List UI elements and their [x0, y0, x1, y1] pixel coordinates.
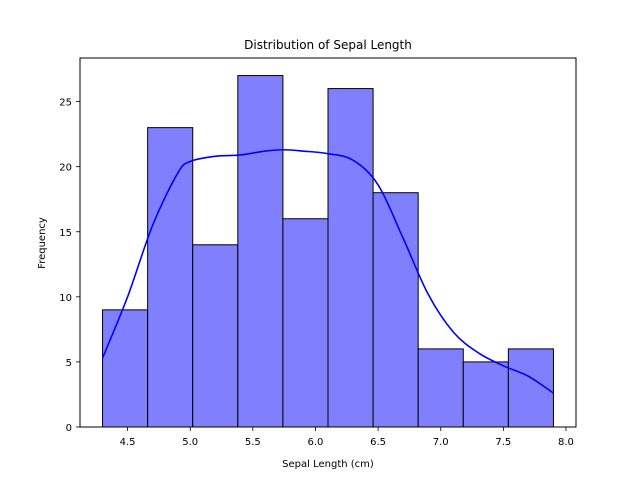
histogram-bar-4	[237, 75, 284, 428]
x-tick-label: 4.5	[120, 437, 136, 448]
chart-title: Distribution of Sepal Length	[244, 38, 412, 52]
bars-group	[102, 75, 554, 428]
x-tick-label: 8.0	[558, 437, 574, 448]
x-tick-label: 7.0	[433, 437, 449, 448]
histogram-bar-2	[147, 127, 194, 428]
y-tick-label: 5	[66, 358, 72, 369]
histogram-bar-8	[417, 348, 464, 428]
y-tick-label: 15	[59, 228, 72, 239]
x-tick-label: 7.5	[495, 437, 511, 448]
histogram-bar-1	[102, 309, 149, 428]
y-tick-label: 10	[59, 293, 72, 304]
y-axis-ticks: 0 5 10 15 20 25	[59, 98, 80, 434]
x-tick-label: 5.5	[245, 437, 261, 448]
y-tick-label: 25	[59, 98, 72, 109]
x-tick-label: 5.0	[182, 437, 198, 448]
y-tick-label: 0	[66, 423, 72, 434]
axes-frame	[79, 57, 577, 428]
x-tick-label: 6.5	[370, 437, 386, 448]
x-axis-ticks: 4.5 5.0 5.5 6.0 6.5 7.0 7.5 8.0	[120, 427, 574, 448]
kde-curve	[101, 148, 554, 394]
histogram-bar-6	[327, 88, 374, 428]
x-axis-label: Sepal Length (cm)	[282, 459, 374, 470]
histogram-bar-5	[282, 218, 329, 428]
histogram-bar-3	[192, 244, 239, 428]
y-axis-label: Frequency	[37, 217, 48, 269]
histogram-bar-7	[372, 192, 419, 428]
y-tick-label: 20	[59, 163, 72, 174]
histogram-bar-9	[462, 361, 509, 428]
x-tick-label: 6.0	[308, 437, 324, 448]
